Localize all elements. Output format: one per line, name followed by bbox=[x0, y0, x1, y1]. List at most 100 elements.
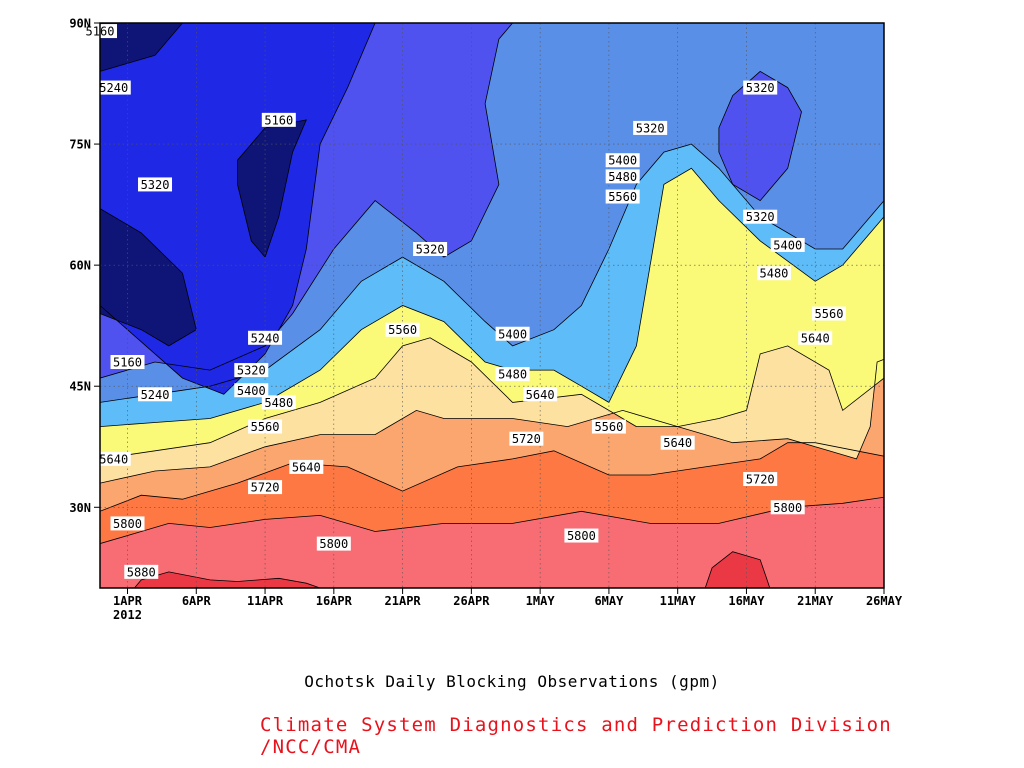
contour-label: 5400 bbox=[237, 384, 266, 398]
contour-label-box bbox=[495, 326, 530, 341]
x-tick-label: 6MAY bbox=[594, 594, 624, 608]
band-5160 bbox=[237, 119, 307, 258]
x-tick-label: 6APR bbox=[182, 594, 212, 608]
contour-label-box bbox=[605, 189, 640, 204]
contour-line-5880 bbox=[704, 551, 771, 588]
contour-label-box bbox=[770, 237, 805, 252]
contour-label-box bbox=[495, 367, 530, 382]
contour-label-box bbox=[633, 120, 668, 135]
contour-label: 5480 bbox=[760, 267, 789, 281]
y-tick-label: 75N bbox=[69, 138, 91, 152]
contour-label: 5240 bbox=[141, 388, 170, 402]
contour-label: 5640 bbox=[292, 460, 321, 474]
contour-label-box bbox=[770, 500, 805, 515]
contour-label-box bbox=[110, 516, 145, 531]
contour-line-5240 bbox=[100, 23, 376, 395]
contour-label: 5160 bbox=[113, 356, 142, 370]
y-tick-label: 45N bbox=[69, 380, 91, 394]
chart-title: Ochotsk Daily Blocking Observations (gpm… bbox=[304, 672, 720, 691]
contour-lines bbox=[100, 23, 884, 588]
contour-label: 5640 bbox=[801, 331, 830, 345]
contour-label-box bbox=[509, 431, 544, 446]
contour-labels: 5160524053205160516052405240532054005480… bbox=[83, 24, 846, 579]
contour-fills bbox=[100, 23, 884, 588]
x-tick-label: 16MAY bbox=[728, 594, 765, 608]
contour-label-box bbox=[811, 306, 846, 321]
contour-label: 5240 bbox=[251, 331, 280, 345]
contour-label-box bbox=[743, 80, 778, 95]
contour-line-5320 bbox=[100, 23, 513, 379]
contour-label-box bbox=[234, 383, 269, 398]
contour-label-box bbox=[110, 355, 145, 369]
contour-label: 5560 bbox=[388, 323, 417, 337]
plot-frame bbox=[99, 22, 885, 589]
x-tick-sublabel: 2012 bbox=[113, 608, 142, 622]
contour-label-box bbox=[96, 80, 131, 95]
contour-label-box bbox=[289, 459, 324, 474]
x-tick-label: 16APR bbox=[316, 594, 353, 608]
contour-label: 5800 bbox=[113, 517, 142, 531]
contour-label-box bbox=[591, 419, 626, 434]
contour-label: 5640 bbox=[99, 452, 128, 466]
contour-label: 5400 bbox=[608, 154, 637, 168]
contour-label-box bbox=[316, 536, 351, 551]
y-tick-label: 30N bbox=[69, 501, 91, 515]
contour-label-box bbox=[138, 177, 173, 192]
contour-label-box bbox=[124, 564, 159, 579]
contour-label-box bbox=[234, 363, 269, 378]
contour-label-box bbox=[138, 387, 173, 402]
contour-label: 5320 bbox=[746, 210, 775, 224]
chart-credit: Climate System Diagnostics and Predictio… bbox=[260, 714, 892, 758]
contour-label-box bbox=[798, 330, 833, 345]
contour-label: 5320 bbox=[416, 243, 445, 257]
contour-label: 5320 bbox=[746, 81, 775, 95]
contour-label: 5560 bbox=[608, 190, 637, 204]
x-tick-label: 21MAY bbox=[797, 594, 834, 608]
x-tick-label: 11MAY bbox=[660, 594, 697, 608]
contour-line-5400 bbox=[100, 143, 884, 403]
contour-label: 5800 bbox=[773, 501, 802, 515]
contour-label-box bbox=[96, 451, 131, 466]
band-5880 bbox=[134, 571, 321, 588]
contour-label: 5400 bbox=[498, 327, 527, 341]
band-5320 bbox=[718, 71, 802, 201]
contour-label: 5400 bbox=[773, 238, 802, 252]
contour-label: 5160 bbox=[264, 113, 293, 127]
contour-label: 5320 bbox=[237, 364, 266, 378]
band-5160 bbox=[100, 208, 197, 346]
contour-label: 5560 bbox=[251, 420, 280, 434]
contour-label: 5880 bbox=[127, 565, 156, 579]
contour-label: 5800 bbox=[319, 537, 348, 551]
contour-label-box bbox=[743, 209, 778, 224]
contour-label-box bbox=[248, 419, 283, 434]
band-5160 bbox=[100, 23, 183, 72]
contour-label: 5480 bbox=[498, 368, 527, 382]
contour-line-5160 bbox=[100, 23, 183, 72]
contour-label-box bbox=[743, 472, 778, 487]
contour-line-5160 bbox=[237, 119, 307, 258]
y-tick-label: 90N bbox=[69, 17, 91, 31]
contour-label-box bbox=[605, 169, 640, 184]
contour-label-box bbox=[605, 153, 640, 168]
contour-label: 5320 bbox=[141, 178, 170, 192]
x-tick-label: 1APR bbox=[113, 594, 143, 608]
x-tick-label: 11APR bbox=[247, 594, 284, 608]
contour-label: 5720 bbox=[746, 473, 775, 487]
contour-label-box bbox=[413, 242, 448, 256]
contour-chart: 5160524053205160516052405240532054005480… bbox=[69, 17, 903, 623]
contour-label: 5320 bbox=[636, 121, 665, 135]
contour-label-box bbox=[261, 112, 296, 127]
contour-label: 5640 bbox=[663, 436, 692, 450]
contour-label-box bbox=[523, 387, 558, 402]
contour-label-box bbox=[660, 435, 695, 450]
contour-label: 5480 bbox=[264, 396, 293, 410]
x-tick-label: 1MAY bbox=[526, 594, 556, 608]
contour-label: 5560 bbox=[815, 307, 844, 321]
y-tick-label: 60N bbox=[69, 259, 91, 273]
contour-label-box bbox=[385, 322, 420, 337]
contour-label-box bbox=[261, 395, 296, 410]
contour-label: 5640 bbox=[526, 388, 555, 402]
contour-line-5480 bbox=[100, 167, 884, 427]
contour-label: 5720 bbox=[251, 481, 280, 495]
